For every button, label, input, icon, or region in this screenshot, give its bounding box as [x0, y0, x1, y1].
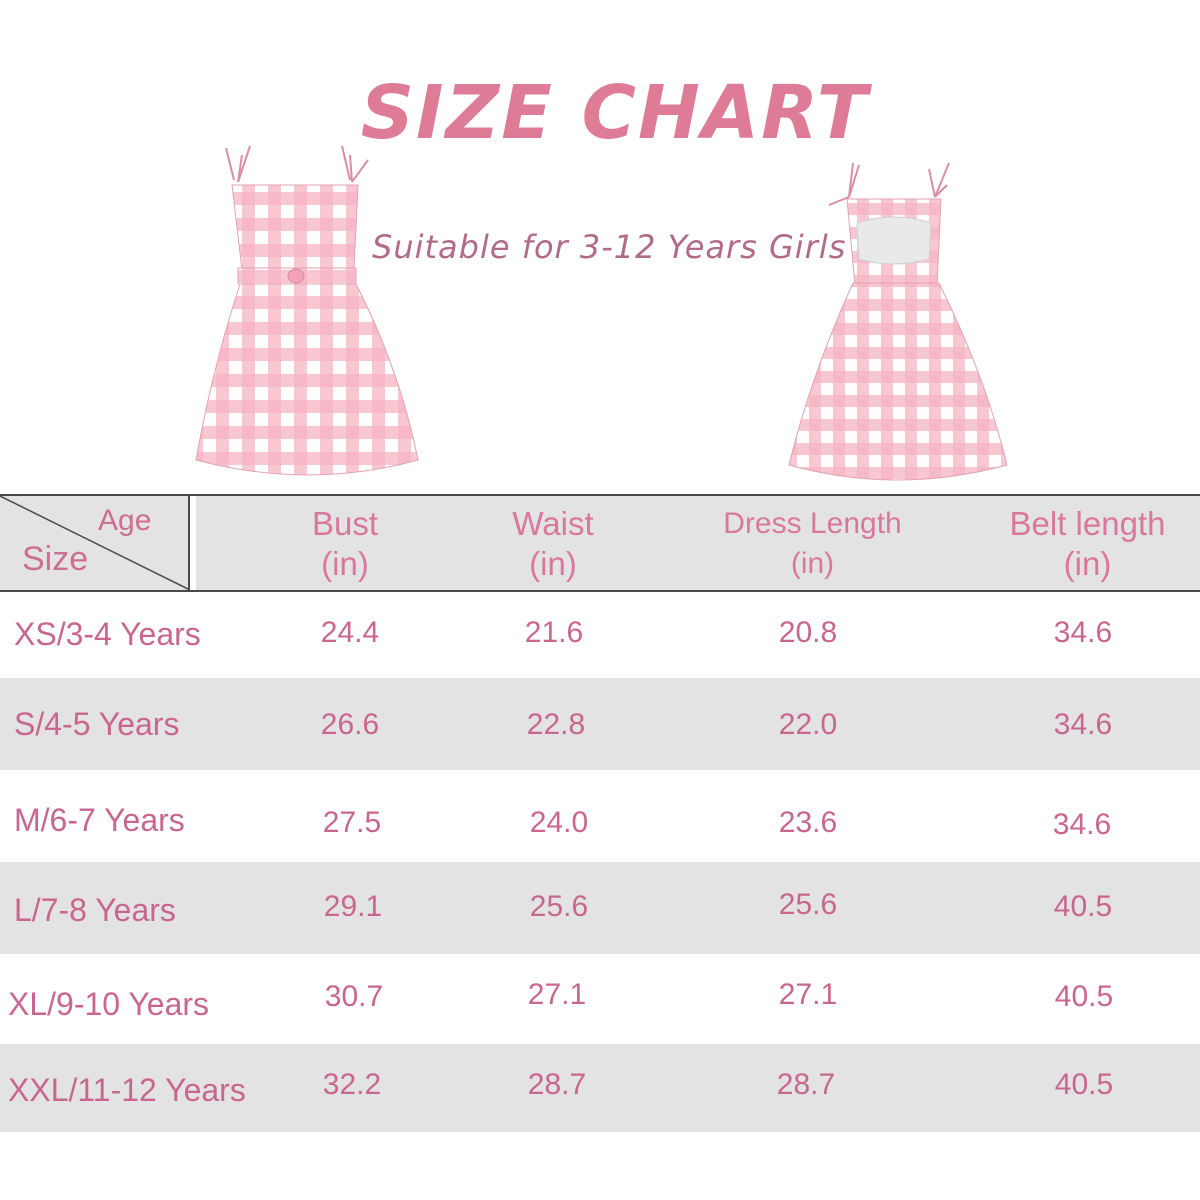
header-length-unit: (in)	[790, 547, 835, 580]
row-length: 28.7	[776, 1068, 836, 1101]
row-length: 27.1	[778, 978, 838, 1011]
row-length: 23.6	[778, 806, 838, 839]
row-belt: 34.6	[1053, 616, 1113, 649]
corner-age-label: Age	[98, 504, 152, 537]
subtitle: Suitable for 3-12 Years Girls	[372, 228, 847, 266]
table-row: XXL/11-12 Years 32.2 28.7 28.7 40.5	[0, 1044, 1200, 1132]
row-belt: 40.5	[1054, 1068, 1114, 1101]
row-belt: 40.5	[1053, 890, 1113, 923]
dress-back-image	[788, 162, 1008, 481]
row-bust: 29.1	[323, 890, 383, 923]
row-waist: 24.0	[529, 806, 589, 839]
table-row: XS/3-4 Years 24.4 21.6 20.8 34.6	[0, 590, 1200, 682]
table-row: S/4-5 Years 26.6 22.8 22.0 34.6	[0, 678, 1200, 770]
row-waist: 28.7	[527, 1068, 587, 1101]
header-belt-name: Belt length	[1009, 505, 1166, 542]
row-bust: 27.5	[322, 806, 382, 839]
row-size: XXL/11-12 Years	[8, 1072, 246, 1108]
header-belt-length: Belt length (in)	[985, 504, 1190, 584]
page-title: SIZE CHART	[360, 70, 870, 156]
table-header: Age Size Bust (in) Waist (in) Dress Leng…	[0, 494, 1200, 592]
table-row: M/6-7 Years 27.5 24.0 23.6 34.6	[0, 772, 1200, 864]
header-waist-unit: (in)	[529, 545, 577, 582]
row-length: 20.8	[778, 616, 838, 649]
row-length: 22.0	[778, 708, 838, 741]
row-size: XS/3-4 Years	[14, 616, 201, 652]
row-waist: 22.8	[526, 708, 586, 741]
row-size: XL/9-10 Years	[8, 986, 210, 1022]
row-belt: 34.6	[1053, 708, 1113, 741]
diagonal-divider	[0, 496, 188, 590]
row-waist: 27.1	[527, 978, 587, 1011]
header-belt-unit: (in)	[1063, 545, 1112, 582]
row-length: 25.6	[778, 888, 838, 921]
row-bust: 30.7	[324, 980, 384, 1013]
corner-cell: Age Size	[0, 496, 190, 590]
header-length-name: Dress Length	[723, 507, 902, 540]
row-size: M/6-7 Years	[14, 802, 185, 838]
header-waist: Waist (in)	[478, 504, 628, 584]
row-bust: 32.2	[322, 1068, 382, 1101]
row-size: S/4-5 Years	[14, 706, 180, 742]
header-waist-name: Waist	[512, 505, 594, 542]
header-bust: Bust (in)	[270, 504, 420, 584]
table-row: XL/9-10 Years 30.7 27.1 27.1 40.5	[0, 956, 1200, 1048]
header-dress-length: Dress Length (in)	[700, 504, 925, 584]
row-belt: 40.5	[1054, 980, 1114, 1013]
header-bust-name: Bust	[311, 505, 379, 542]
row-bust: 24.4	[320, 616, 380, 649]
row-bust: 26.6	[320, 708, 380, 741]
corner-size-label: Size	[22, 540, 89, 578]
table-row: L/7-8 Years 29.1 25.6 25.6 40.5	[0, 862, 1200, 954]
header-bust-unit: (in)	[321, 545, 369, 582]
row-size: L/7-8 Years	[14, 892, 176, 928]
row-waist: 25.6	[529, 890, 589, 923]
row-belt: 34.6	[1052, 808, 1112, 841]
row-waist: 21.6	[524, 616, 584, 649]
header-gap	[190, 496, 196, 590]
dress-front-image	[195, 145, 419, 476]
